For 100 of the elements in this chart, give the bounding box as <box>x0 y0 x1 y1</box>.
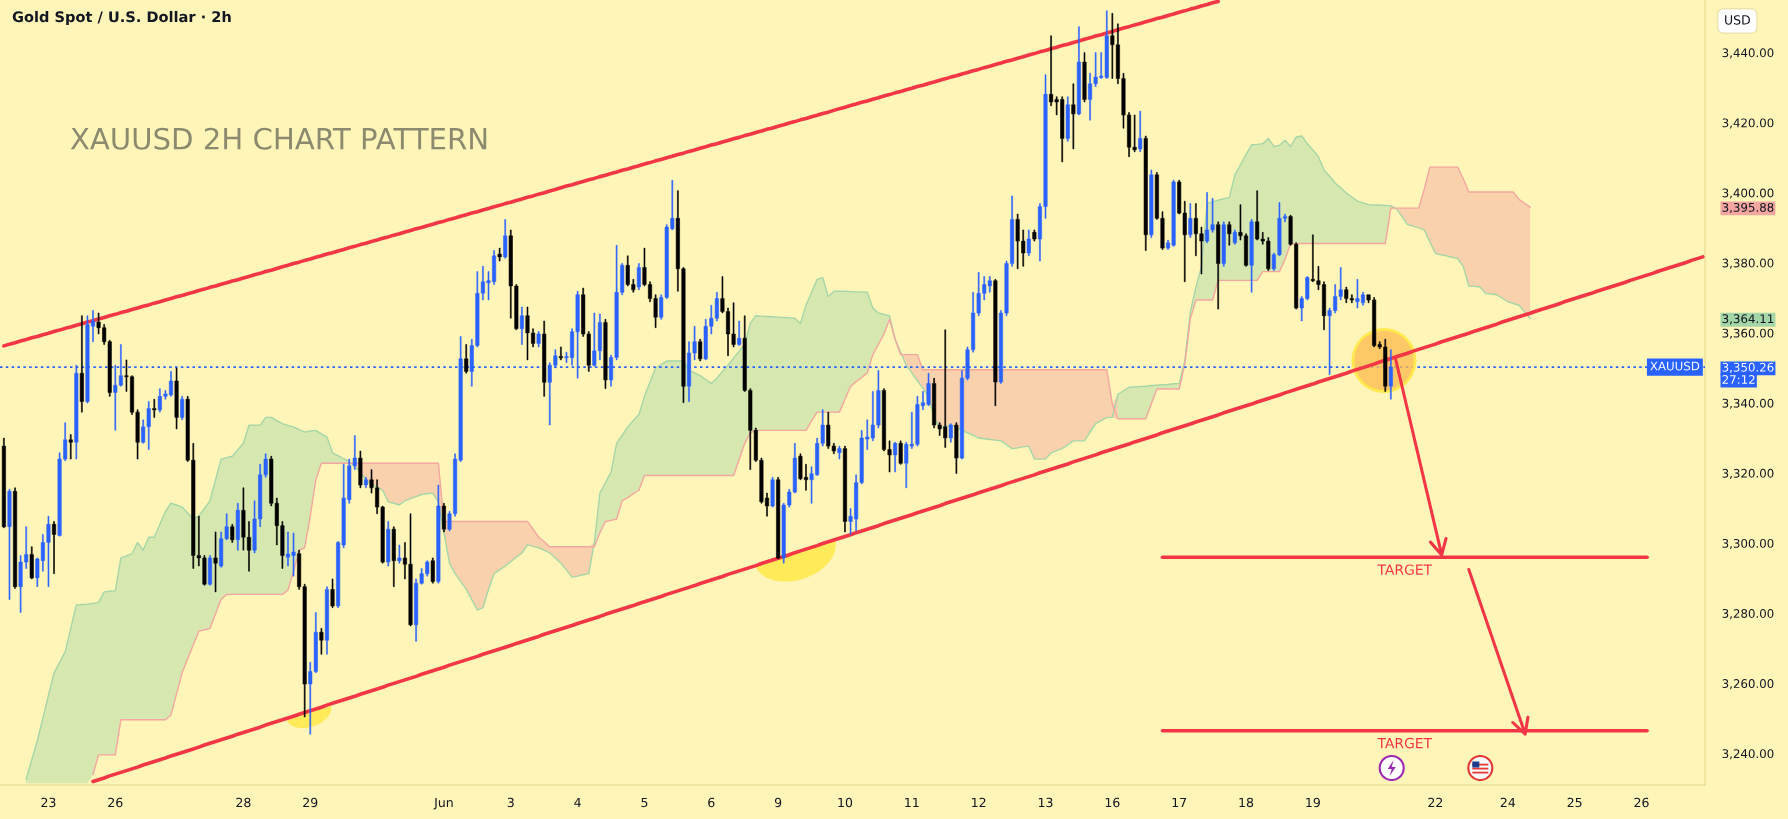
candlestick <box>1149 169 1154 238</box>
candlestick <box>1188 203 1193 238</box>
candlestick <box>497 247 502 262</box>
x-tick-label: 3 <box>507 797 514 808</box>
x-tick-label: 26 <box>1634 797 1649 808</box>
candlestick <box>1227 221 1232 246</box>
candlestick <box>1221 221 1226 267</box>
candlestick <box>464 344 469 374</box>
x-tick-label: 12 <box>972 797 986 807</box>
candlestick <box>842 445 847 533</box>
candlestick <box>430 557 435 584</box>
candlestick <box>776 477 781 560</box>
candlestick <box>1082 52 1087 103</box>
candlestick <box>1216 221 1221 310</box>
candlestick <box>1138 110 1143 153</box>
candlestick <box>213 531 218 593</box>
candlestick <box>79 315 84 413</box>
candlestick <box>7 488 12 600</box>
x-tick-label: 11 <box>905 797 919 807</box>
annotation: XAUUSD 2H CHART PATTERN <box>70 127 487 150</box>
x-tick-label: 29 <box>303 797 318 808</box>
candlestick <box>68 434 73 460</box>
y-tick-label: 3,260.00 <box>1722 679 1774 690</box>
candlestick <box>948 423 953 443</box>
candlestick <box>363 477 368 489</box>
y-tick-label: 3,350.26 <box>1722 362 1774 373</box>
candlestick <box>503 219 508 259</box>
candlestick <box>386 521 391 567</box>
candlestick <box>180 396 185 421</box>
y-tick-label: 3,320.00 <box>1722 468 1774 479</box>
x-tick-label: 23 <box>41 797 56 808</box>
candlestick <box>519 306 524 345</box>
x-tick-label: 5 <box>641 797 648 808</box>
candlestick <box>436 484 441 584</box>
candlestick <box>358 450 363 489</box>
y-tick-label: 3,380.00 <box>1722 258 1774 269</box>
candlestick <box>1 437 6 529</box>
candlestick <box>1071 83 1076 150</box>
candlestick <box>993 279 998 407</box>
candlestick <box>1065 96 1070 142</box>
y-tick-label: 3,300.00 <box>1722 538 1774 550</box>
candlestick <box>207 555 212 586</box>
candlestick <box>1388 349 1393 400</box>
candlestick <box>230 523 235 543</box>
x-tick-label: 10 <box>838 797 853 808</box>
y-tick-label: 3,280.00 <box>1722 609 1774 620</box>
candlestick <box>52 521 57 574</box>
x-tick-label: 13 <box>1038 797 1053 808</box>
y-tick-label: 3,440.00 <box>1722 48 1774 59</box>
candlestick <box>603 318 608 389</box>
candlestick <box>636 263 641 291</box>
x-tick-label: 19 <box>1306 797 1320 808</box>
candlestick <box>837 445 842 460</box>
candlestick <box>319 628 324 655</box>
x-tick-label: 6 <box>708 797 715 808</box>
candlestick <box>1076 26 1081 116</box>
series-label: TARGET <box>1377 564 1433 575</box>
candlestick <box>698 338 703 362</box>
x-tick-label: Jun <box>433 797 453 810</box>
candlestick <box>397 544 402 564</box>
text: Gold Spot / U.S. Dollar · 2h <box>12 10 231 26</box>
candlestick <box>558 346 563 361</box>
candlestick <box>1249 219 1254 293</box>
candlestick <box>324 586 329 655</box>
x-tick-label: 26 <box>108 797 123 808</box>
x-tick-label: 25 <box>1567 797 1582 808</box>
x-tick-label: 16 <box>1105 797 1120 808</box>
candlestick <box>898 440 903 465</box>
y-tick-label: 3,364.11 <box>1722 314 1774 325</box>
candlestick <box>770 477 775 508</box>
candlestick <box>1143 135 1148 251</box>
candlestick <box>13 487 18 589</box>
candlestick <box>1032 229 1037 242</box>
line-series <box>2 0 1220 348</box>
ref-line-label: XAUUSD <box>1650 361 1700 371</box>
candlestick <box>542 320 547 397</box>
x-tick-label: 9 <box>774 797 782 808</box>
candlestick <box>152 398 157 418</box>
y-tick-label: 3,420.00 <box>1722 118 1774 129</box>
candlestick <box>1232 229 1237 245</box>
text: 27:12 <box>1722 375 1755 384</box>
candlestick <box>737 320 742 346</box>
candlestick <box>391 526 396 587</box>
candlestick <box>29 546 34 580</box>
line-series <box>91 255 1705 784</box>
candlestick <box>536 331 541 348</box>
candlestick <box>954 422 959 474</box>
x-tick-label: 17 <box>1172 797 1187 807</box>
candlestick <box>174 367 179 430</box>
x-tick-label: 18 <box>1239 797 1254 808</box>
x-tick-label: 28 <box>236 797 251 808</box>
y-axis-title: USD <box>1725 15 1750 25</box>
candlestick <box>1026 229 1031 257</box>
x-tick-label: 24 <box>1500 797 1516 807</box>
x-tick-label: 22 <box>1428 797 1443 807</box>
candlestick <box>441 502 446 533</box>
y-tick-label: 3,240.00 <box>1722 749 1774 760</box>
candlestick <box>235 502 240 551</box>
y-tick-label: 3,395.88 <box>1722 202 1774 214</box>
y-tick-label: 3,400.00 <box>1722 188 1774 199</box>
